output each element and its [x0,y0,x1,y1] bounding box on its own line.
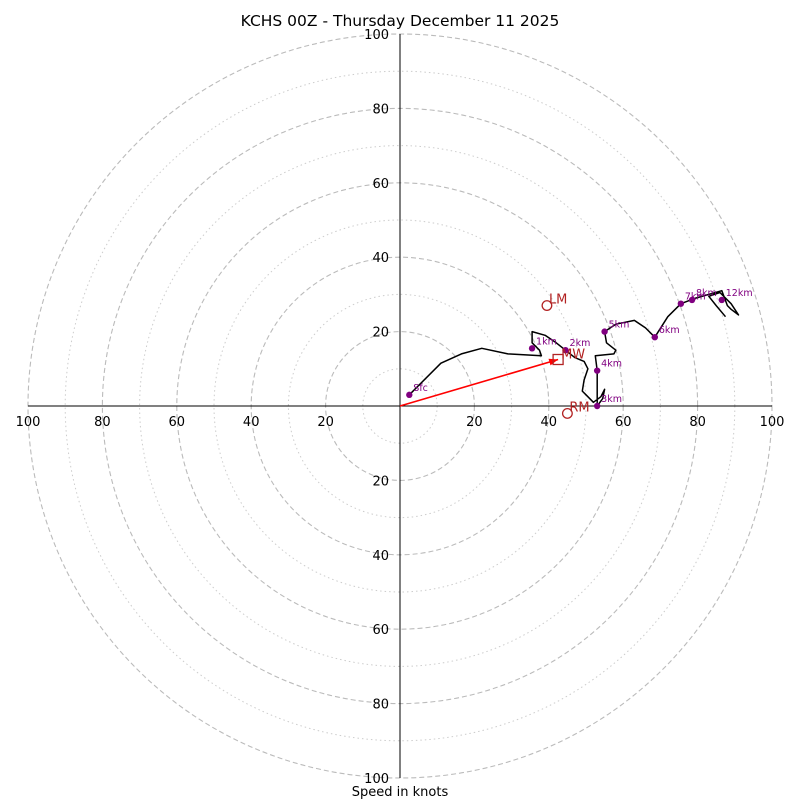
mean-wind-label: MW [561,348,585,363]
x-tick-label: 20 [466,415,483,430]
tick-labels: 100 80 60 40 20 20 40 60 80 100 100 80 60 40 20 20 40 60 8… [16,28,785,787]
y-tick-label: 80 [372,102,389,117]
x-tick-label: 80 [689,415,706,430]
x-tick-label: 20 [317,415,334,430]
height-label: 7km [685,292,706,303]
y-tick-label: 40 [372,251,389,266]
x-tick-label: 100 [760,415,785,430]
storm-motion-marker [561,407,573,419]
hodograph-series [408,289,740,407]
wind-profile-line [408,289,740,407]
y-tick-label: 20 [372,326,389,341]
height-point [528,345,536,352]
storm-motion-label: RM [569,400,589,415]
height-label: Sfc [413,383,428,394]
height-point [593,402,601,410]
height-point [718,296,725,304]
storm-motion-label: LM [549,293,567,308]
mean-wind-marker [552,353,564,366]
height-label: 6km [659,325,680,336]
storm-motion-marker [541,300,553,312]
height-point [677,300,685,307]
x-tick-label: 100 [16,415,41,430]
height-point [688,296,696,304]
height-point [651,333,659,341]
y-tick-label: 100 [364,28,389,43]
x-tick-label: 80 [94,415,111,430]
height-label: 8km [696,288,717,299]
height-point [601,328,608,335]
height-point [562,347,569,354]
y-tick-label: 60 [372,177,389,192]
x-tick-label: 60 [615,415,632,430]
y-tick-label: 20 [372,474,389,489]
shear-vector-line [399,358,559,407]
x-tick-label: 40 [243,415,260,430]
y-tick-label: 80 [372,698,389,713]
height-label: 3km [601,394,622,405]
height-point [406,391,413,399]
y-tick-label: 60 [372,623,389,638]
chart-title: KCHS 00Z - Thursday December 11 2025 [241,12,560,30]
x-axis-label: Speed in knots [352,785,449,800]
height-point [593,367,601,374]
height-label: 4km [601,359,622,370]
y-tick-label: 40 [372,549,389,564]
height-label: 12km [726,288,753,299]
x-tick-label: 60 [169,415,186,430]
y-tick-label: 100 [364,772,389,787]
height-label: 1km [536,336,557,347]
x-tick-label: 40 [541,415,558,430]
height-label: 5km [609,320,630,331]
height-label: 2km [570,338,591,349]
